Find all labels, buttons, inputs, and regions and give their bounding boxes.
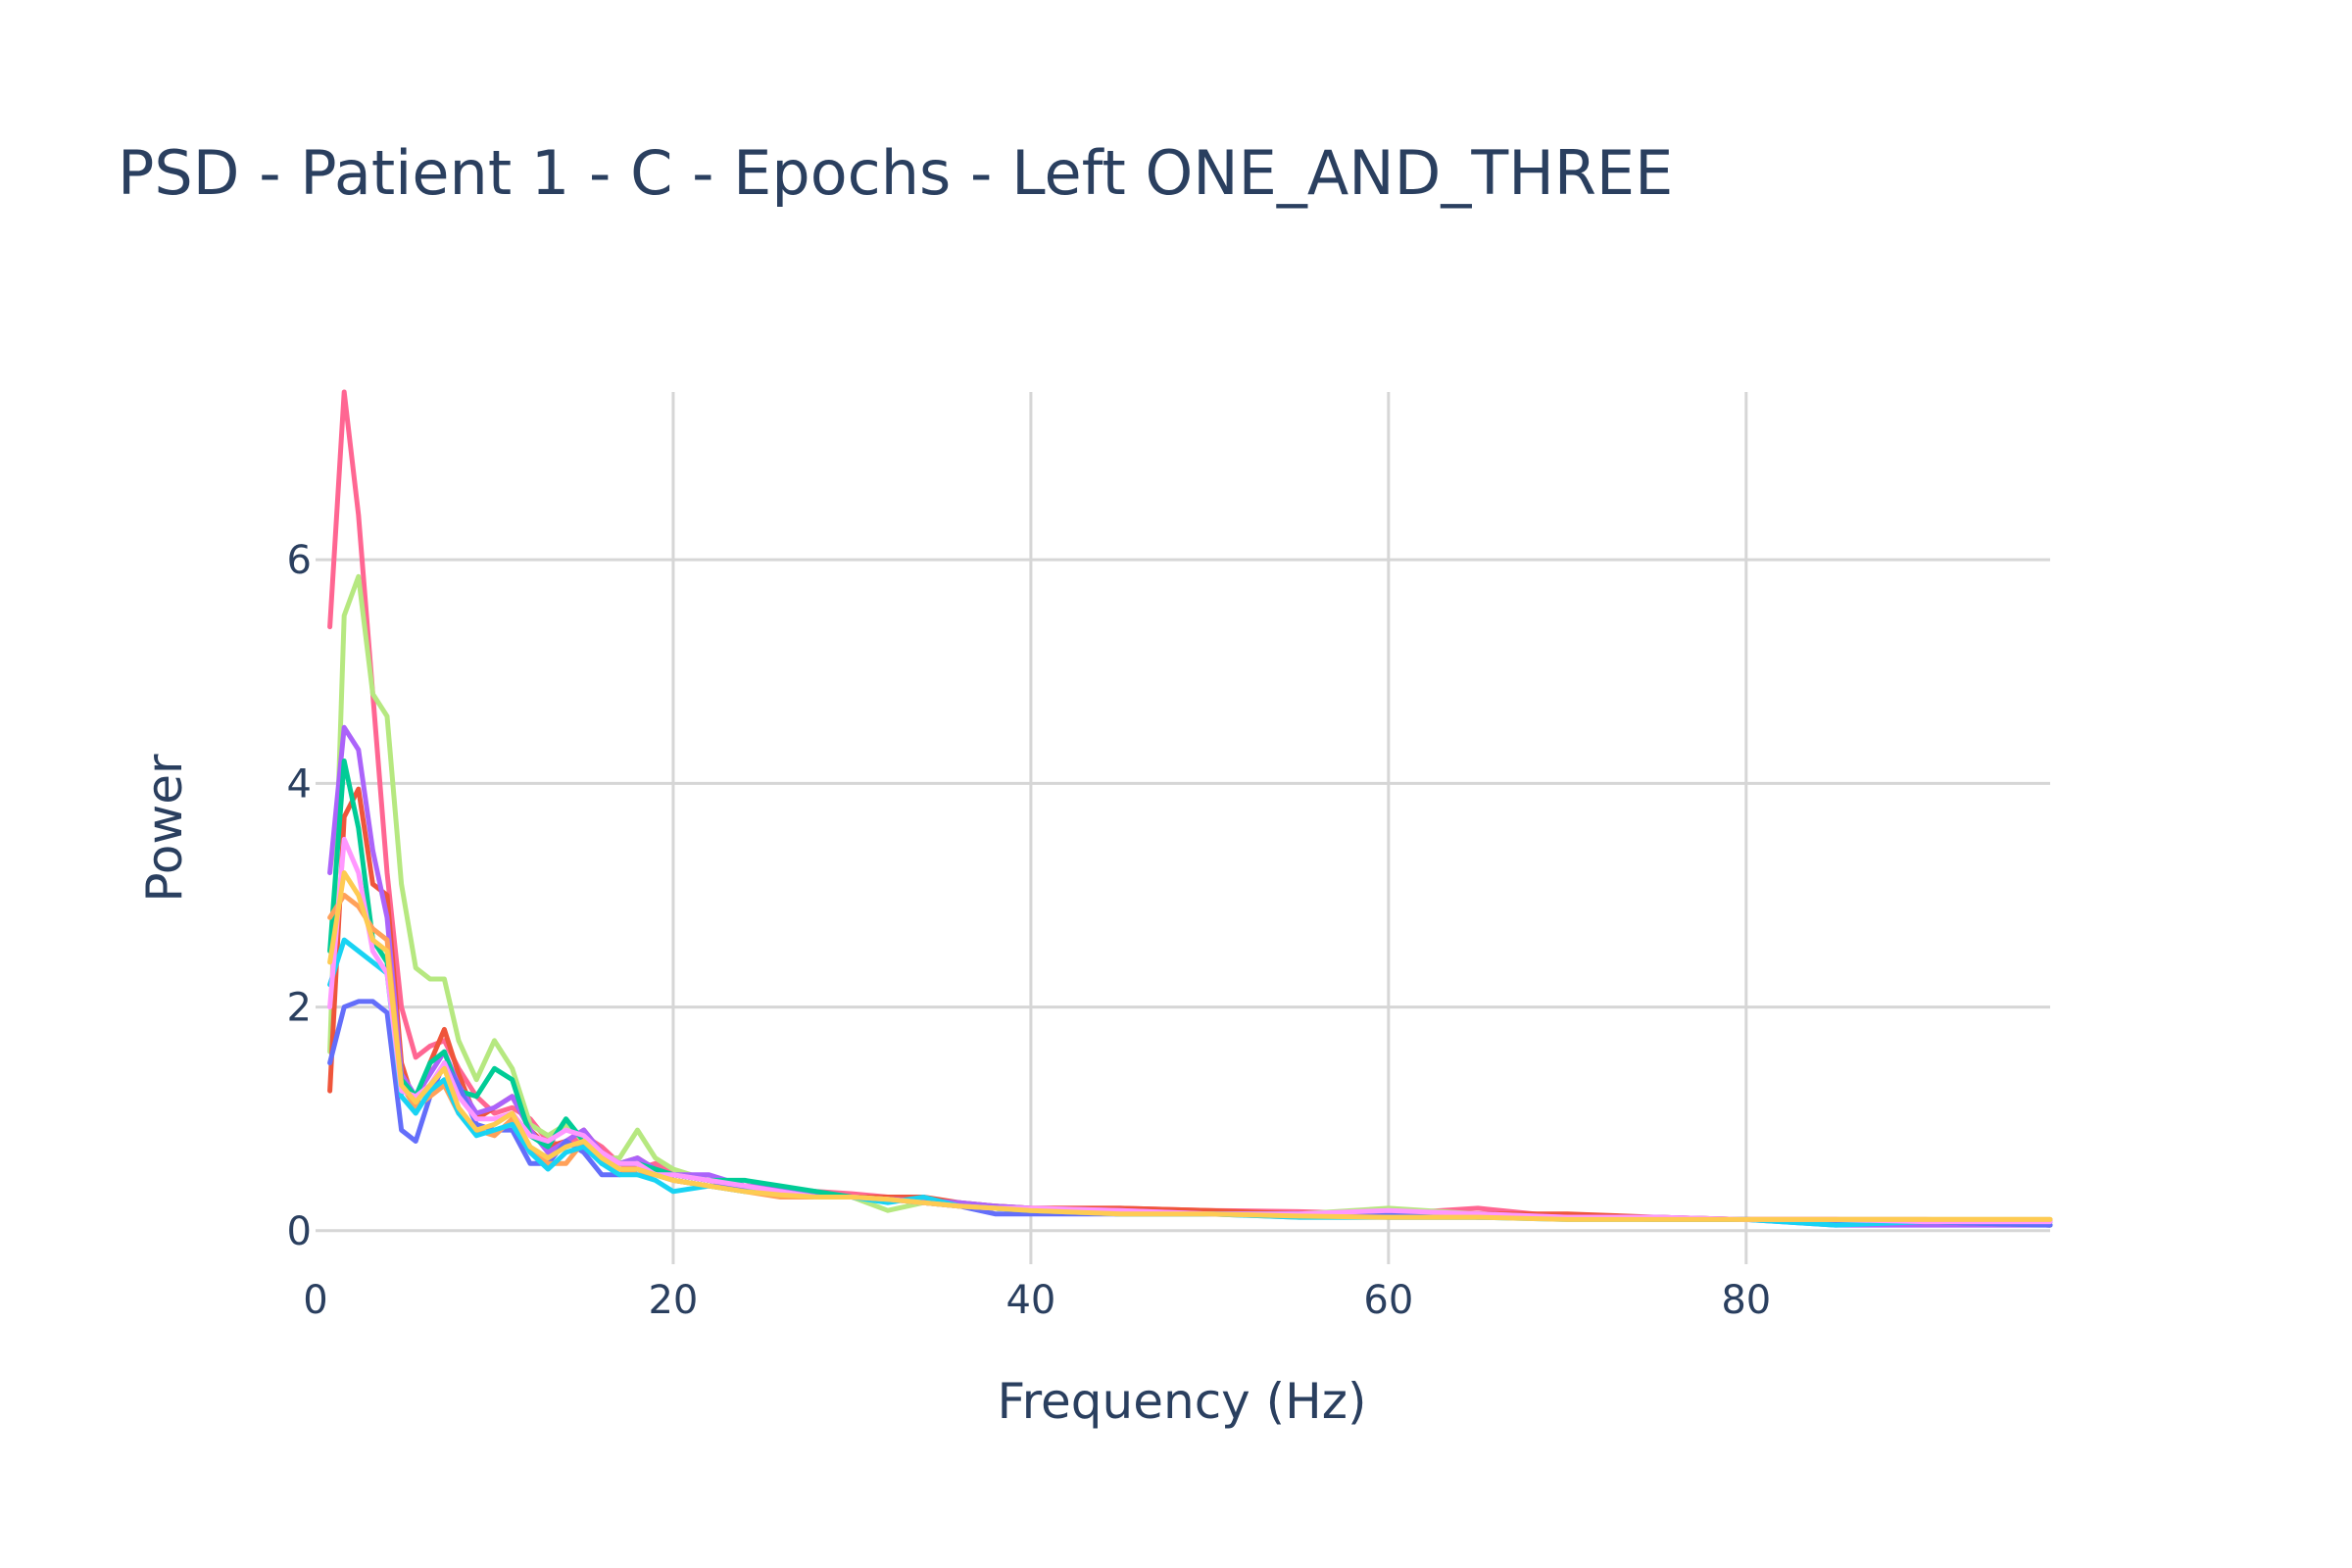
chart-title: PSD - Patient 1 - C - Epochs - Left ONE_… (118, 137, 1673, 209)
series-line-1 (327, 573, 2053, 1222)
y-axis-title: Power (136, 754, 193, 903)
gridlines (316, 392, 2050, 1264)
x-tick-label-1: 20 (648, 1278, 698, 1323)
series-lines (327, 389, 2053, 1228)
series-line-9 (327, 870, 2053, 1222)
series-line-0 (327, 389, 2053, 1225)
series-line-7 (327, 937, 2053, 1228)
y-axis-ticks: 0 2 4 6 (287, 538, 312, 1254)
y-tick-label-3: 6 (287, 538, 312, 583)
y-tick-label-1: 2 (287, 986, 312, 1031)
x-tick-label-4: 80 (1721, 1278, 1771, 1323)
series-line-6 (327, 893, 2053, 1222)
x-axis-title: Frequency (Hz) (997, 1373, 1366, 1430)
y-tick-label-2: 4 (287, 761, 312, 807)
series-line-8 (327, 836, 2053, 1225)
x-tick-label-3: 60 (1363, 1278, 1413, 1323)
x-tick-label-2: 40 (1005, 1278, 1055, 1323)
series-line-5 (327, 999, 2053, 1228)
x-axis-ticks: 0 20 40 60 80 (303, 1278, 1771, 1323)
x-tick-label-0: 0 (303, 1278, 327, 1323)
y-tick-label-0: 0 (287, 1209, 312, 1254)
